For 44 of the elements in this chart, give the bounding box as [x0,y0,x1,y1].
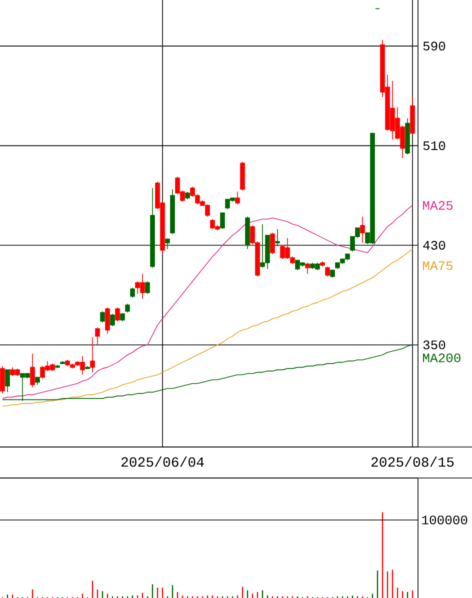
candlestick [245,216,250,250]
candlestick [275,228,280,247]
text: 100000 [422,516,468,524]
candlestick [30,353,35,388]
candlestick [270,232,275,254]
candlestick [100,310,105,323]
candlestick [115,307,120,322]
candlestick [330,270,335,278]
series-label: MA200 [423,353,460,362]
candlestick [410,96,415,135]
candlestick [405,118,410,155]
y-tick-label: 430 [423,240,446,250]
series-label: MA75 [423,261,453,270]
candlestick [95,327,100,346]
candlestick [110,313,115,327]
candlestick [220,212,225,230]
candlestick [5,369,10,393]
candlestick [90,337,95,373]
candlestick [130,287,135,298]
y-tick-label: 350 [423,340,446,350]
candlestick [105,307,110,334]
candlestick [240,161,245,191]
candlestick [325,266,330,277]
candlestick [120,313,125,322]
candlestick [320,261,325,267]
candlestick [125,303,130,313]
candlestick [170,188,175,234]
candlestick [85,366,90,369]
candlestick [185,191,190,200]
candlestick [150,188,155,268]
y-tick-label: 510 [423,141,446,150]
candlestick [165,238,170,250]
candlestick [305,262,310,274]
candlestick [235,191,240,205]
candlestick [35,376,40,386]
candlestick [60,360,65,364]
y-tick-label: 590 [423,42,446,50]
x-tick-label: 2025/08/15 [371,456,454,467]
candlestick [55,364,60,368]
series-label: MA25 [423,201,453,210]
candlestick [360,216,365,244]
x-tick-label: 2025/06/04 [121,456,204,467]
candlestick [0,366,5,394]
candlestick [145,280,150,294]
